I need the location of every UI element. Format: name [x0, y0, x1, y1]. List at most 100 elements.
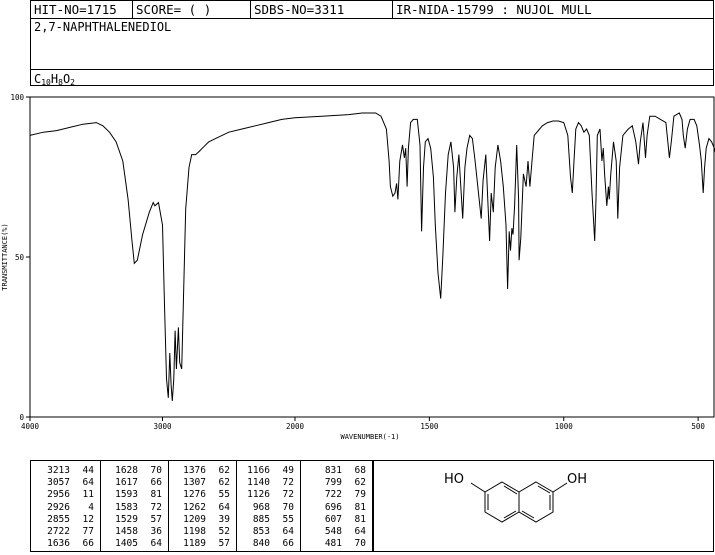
peak-wavenumber: 1458 [115, 526, 138, 537]
peak-wavenumber: 607 [324, 513, 342, 525]
peak-row: 1189 57 [169, 538, 236, 550]
peak-transmittance: 72 [282, 489, 294, 501]
peak-wavenumber: 2722 [47, 526, 70, 537]
peak-row: 840 66 [237, 538, 300, 550]
peak-row: 831 68 [301, 465, 372, 477]
peak-transmittance: 64 [150, 538, 162, 550]
peak-wavenumber: 1583 [115, 501, 138, 513]
peak-wavenumber: 3213 [47, 465, 70, 476]
peak-transmittance: 79 [354, 489, 366, 501]
peak-transmittance: 66 [282, 538, 294, 550]
peak-transmittance: 11 [82, 489, 94, 501]
peak-transmittance: 4 [88, 501, 94, 513]
peak-wavenumber: 1628 [115, 465, 138, 476]
peak-row: 1376 62 [169, 465, 236, 477]
peak-wavenumber: 548 [324, 526, 342, 537]
peak-row: 481 70 [301, 538, 372, 550]
naphthalene-rings [470, 481, 568, 523]
peak-column: 1166 49 1140 72 1126 72 968 70 885 55 853 64 840 66 [237, 461, 301, 551]
peak-row: 722 79 [301, 489, 372, 501]
naphthalenediol-structure: HO OH [444, 472, 587, 523]
double-bond [521, 510, 535, 519]
peak-transmittance: 52 [218, 526, 230, 537]
peak-transmittance: 77 [82, 526, 94, 537]
oh-bond-right [552, 482, 568, 493]
peak-wavenumber: 696 [324, 501, 342, 513]
peak-row: 1583 72 [101, 502, 168, 514]
molecular-formula: C10H8O2 [34, 72, 75, 87]
x-tick-label: 1500 [420, 422, 439, 431]
peak-transmittance: 62 [218, 477, 230, 489]
peak-row: 1209 39 [169, 514, 236, 526]
peak-row: 799 62 [301, 477, 372, 489]
plot-frame [29, 96, 715, 418]
x-tick-label: 1000 [555, 422, 574, 431]
peak-row: 2722 77 [31, 526, 100, 538]
peak-wavenumber: 885 [252, 513, 270, 525]
ir-spectrum-chart: 0 50 100 4000 3000 2000 1500 1000 500 WAVENUMBE… [1, 93, 715, 441]
peak-wavenumber: 1140 [247, 477, 270, 489]
y-tick-label: 100 [10, 93, 24, 102]
peak-wavenumber: 2926 [47, 501, 70, 513]
peak-column: 831 68 799 62 722 79 696 81 607 81 548 64 481 70 [301, 461, 372, 551]
peak-wavenumber: 1405 [115, 538, 138, 550]
x-tick-label: 2000 [286, 422, 305, 431]
peak-wavenumber: 799 [324, 477, 342, 489]
peak-wavenumber: 481 [324, 538, 342, 550]
peak-wavenumber: 3057 [47, 477, 70, 489]
peak-transmittance: 68 [354, 465, 366, 476]
ir-nida-code: IR-NIDA-15799 : NUJOL MULL [396, 2, 592, 17]
peak-transmittance: 72 [282, 477, 294, 489]
peak-transmittance: 36 [150, 526, 162, 537]
left-ring [484, 481, 520, 523]
peak-wavenumber: 1529 [115, 513, 138, 525]
sdbs-number: SDBS-NO=3311 [251, 1, 393, 18]
peak-transmittance: 62 [218, 465, 230, 476]
peak-row: 696 81 [301, 502, 372, 514]
compound-name: 2,7-NAPHTHALENEDIOL [34, 20, 172, 34]
peak-row: 885 55 [237, 514, 300, 526]
peak-wavenumber: 1617 [115, 477, 138, 489]
peak-row: 1405 64 [101, 538, 168, 550]
peak-transmittance: 12 [82, 513, 94, 525]
hydroxyl-right: OH [567, 472, 587, 487]
peak-transmittance: 64 [282, 526, 294, 537]
peak-row: 1166 49 [237, 465, 300, 477]
peak-row: 2855 12 [31, 514, 100, 526]
peak-row: 3213 44 [31, 465, 100, 477]
double-bond [503, 485, 518, 495]
peak-transmittance: 44 [82, 465, 94, 476]
peak-wavenumber: 1262 [183, 501, 206, 513]
peak-row: 1593 81 [101, 489, 168, 501]
peak-row: 548 64 [301, 526, 372, 538]
hit-number: HIT-NO=1715 [31, 1, 133, 18]
peak-column: 1376 62 1307 62 1276 55 1262 64 1209 39 1198 52 1189… [169, 461, 237, 551]
score: SCORE= ( ) [133, 1, 251, 18]
x-tick-label: 3000 [153, 422, 172, 431]
spectrum-line [29, 112, 715, 402]
peak-column: 3213 44 3057 64 2956 11 2926 4 2855 12 2722 77 1636 6… [31, 461, 101, 551]
peak-row: 1262 64 [169, 502, 236, 514]
peak-transmittance: 64 [354, 526, 366, 537]
peak-row: 1140 72 [237, 477, 300, 489]
y-tick-label: 50 [15, 253, 25, 262]
peak-wavenumber: 1376 [183, 465, 206, 476]
peak-transmittance: 81 [354, 501, 366, 513]
peak-wavenumber: 1189 [183, 538, 206, 550]
peak-wavenumber: 2855 [47, 513, 70, 525]
peak-transmittance: 39 [218, 513, 230, 525]
formula-divider [31, 69, 713, 70]
peak-transmittance: 64 [218, 501, 230, 513]
peak-row: 1126 72 [237, 489, 300, 501]
oh-bond-left [470, 482, 486, 493]
peak-row: 607 81 [301, 514, 372, 526]
peak-wavenumber: 1198 [183, 526, 206, 537]
peak-row: 3057 64 [31, 477, 100, 489]
peak-transmittance: 62 [354, 477, 366, 489]
peak-wavenumber: 1209 [183, 513, 206, 525]
peak-table: 3213 44 3057 64 2956 11 2926 4 2855 12 2722 77 1636 6… [30, 460, 373, 552]
peak-wavenumber: 1307 [183, 477, 206, 489]
peak-row: 1628 70 [101, 465, 168, 477]
peak-wavenumber: 968 [252, 501, 270, 513]
x-axis-label: WAVENUMBER(-1) [340, 433, 399, 441]
